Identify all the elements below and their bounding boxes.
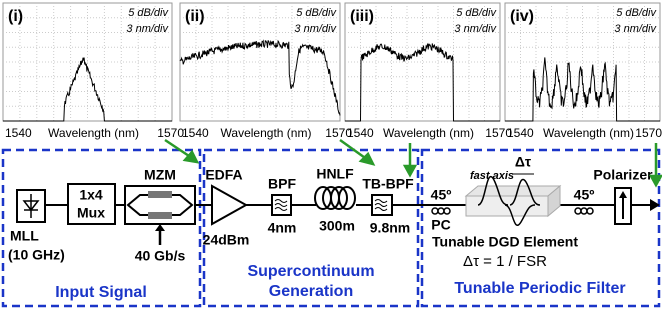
label: Δτ [515,154,532,170]
label: 45º [574,187,595,203]
polarization-controller [432,208,450,214]
x-label: Wavelength (nm) [543,126,634,140]
x-scale: 3 nm/div [126,23,169,35]
x-label: Wavelength (nm) [48,126,139,140]
section-title: Generation [269,283,353,300]
panel-label: (i) [8,8,23,25]
amplifier [212,186,246,224]
label: HNLF [316,166,354,182]
section-title: Tunable Periodic Filter [454,280,625,297]
label: 4nm [268,220,297,236]
label: MZM [144,167,176,183]
x-label: Wavelength (nm) [221,126,312,140]
label: 300m [319,218,355,234]
label: MLL [10,228,39,244]
x-start: 1540 [507,126,534,140]
spectrum-panel: (i) 5 dB/div 3 nm/div 1540 Wavelength (nm) 15… [3,3,184,140]
label: 1x4 [79,187,103,203]
section-title: Input Signal [55,284,147,301]
section-title: Supercontinuum [247,263,374,280]
spectrum-panel: (iii) 5 dB/div 3 nm/div 1540 Wavelength (nm)… [345,3,512,140]
label: fast axis [470,170,514,182]
x-start: 1540 [5,126,32,140]
x-end: 1570 [157,126,184,140]
y-scale: 5 dB/div [456,7,497,19]
electrode [148,212,172,219]
x-scale: 3 nm/div [294,23,337,35]
label: TB-BPF [362,176,414,192]
x-label: Wavelength (nm) [383,126,474,140]
x-start: 1540 [182,126,209,140]
label: 9.8nm [370,220,410,236]
label: (10 GHz) [8,247,65,263]
figure: (i)5 dB/div3 nm/div1540Wavelength (nm)15… [0,0,662,311]
label: BPF [268,176,296,192]
label: Mux [77,205,105,221]
label: Tunable DGD Element [432,234,578,250]
spectrum-panel: (iv) 5 dB/div 3 nm/div 1540 Wavelength (nm)1… [505,3,662,140]
y-scale: 5 dB/div [296,7,337,19]
electrode [148,191,172,198]
label: 45º [431,187,452,203]
x-scale: 3 nm/div [454,23,497,35]
label: Δτ = 1 / FSR [463,253,547,270]
panel-label: (iv) [510,8,534,25]
label: 40 Gb/s [135,248,186,264]
fiber-coil [315,187,355,209]
y-scale: 5 dB/div [616,7,657,19]
panel-label: (iii) [350,8,374,25]
label: 24dBm [203,232,250,248]
polarization-controller [575,208,593,214]
x-end: 1570 [635,126,662,140]
panel-label: (ii) [185,8,205,25]
x-start: 1540 [347,126,374,140]
label: Polarizer [593,167,653,183]
x-scale: 3 nm/div [614,23,657,35]
label: PC [431,217,450,233]
label: EDFA [205,167,242,183]
y-scale: 5 dB/div [128,7,169,19]
arrow [155,224,165,231]
